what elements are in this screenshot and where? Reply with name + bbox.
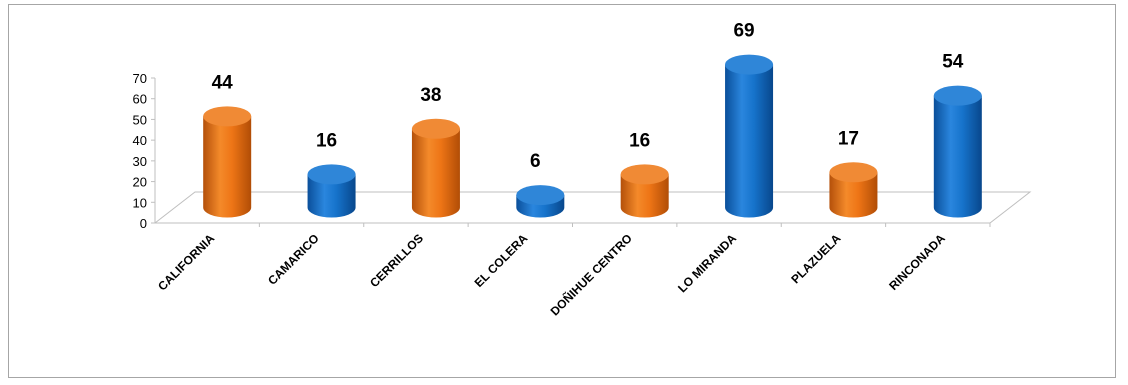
bar-top	[829, 162, 878, 183]
bar-top	[933, 85, 982, 106]
bar-top	[620, 164, 669, 185]
bar	[620, 164, 669, 218]
data-label: 6	[530, 151, 541, 172]
bar	[516, 185, 565, 218]
y-tick-label: 40	[133, 133, 147, 148]
bar-body	[307, 174, 356, 218]
bar-body	[411, 128, 460, 218]
data-label: 16	[316, 130, 337, 151]
y-tick-label: 50	[133, 112, 147, 127]
x-tick-label: CAMARICO	[265, 231, 322, 288]
x-axis: CALIFORNIA CAMARICO CERRILLOS EL COLERA DOÑI…	[155, 223, 991, 319]
x-tick-label: CERRILLOS	[367, 231, 426, 290]
y-tick-label: 20	[133, 175, 147, 190]
y-tick-label: 60	[133, 92, 147, 107]
x-tick-label: CALIFORNIA	[155, 231, 217, 293]
bar-top	[516, 185, 565, 206]
y-axis: 0 10 20 30 40 50 60 70	[133, 71, 156, 231]
bar-body	[725, 64, 774, 218]
bar	[829, 162, 878, 218]
bar	[307, 164, 356, 218]
y-tick-label: 70	[133, 71, 147, 86]
bar	[203, 106, 252, 218]
x-tick-label: DOÑIHUE CENTRO	[547, 231, 635, 319]
x-tick-label: PLAZUELA	[788, 231, 843, 286]
floor-plane	[153, 191, 1032, 224]
data-label: 54	[942, 52, 964, 73]
bar-top	[307, 164, 356, 185]
data-label: 69	[733, 21, 754, 42]
data-label: 17	[838, 128, 859, 149]
bar	[725, 54, 774, 218]
data-label: 16	[629, 130, 650, 151]
bar-body	[829, 172, 878, 218]
x-tick-label: EL COLERA	[472, 231, 531, 290]
data-label: 44	[212, 72, 234, 93]
x-tick-label: LO MIRANDA	[675, 231, 739, 295]
data-label: 38	[420, 85, 441, 106]
x-tick-label: RINCONADA	[886, 231, 948, 293]
bar-top	[725, 54, 774, 75]
bar	[933, 85, 982, 218]
y-tick-label: 10	[133, 195, 147, 210]
data-labels: 44 16 38 6 16 69 17 54	[212, 21, 964, 172]
y-tick-label: 30	[133, 154, 147, 169]
bar-top	[411, 118, 460, 139]
y-tick-label: 0	[140, 216, 147, 231]
bar-body	[203, 116, 252, 218]
chart-floor	[153, 191, 1032, 227]
bar-top	[203, 106, 252, 127]
bars	[203, 54, 982, 218]
bar-body	[620, 174, 669, 218]
bar	[411, 118, 460, 218]
bar-body	[933, 95, 982, 218]
